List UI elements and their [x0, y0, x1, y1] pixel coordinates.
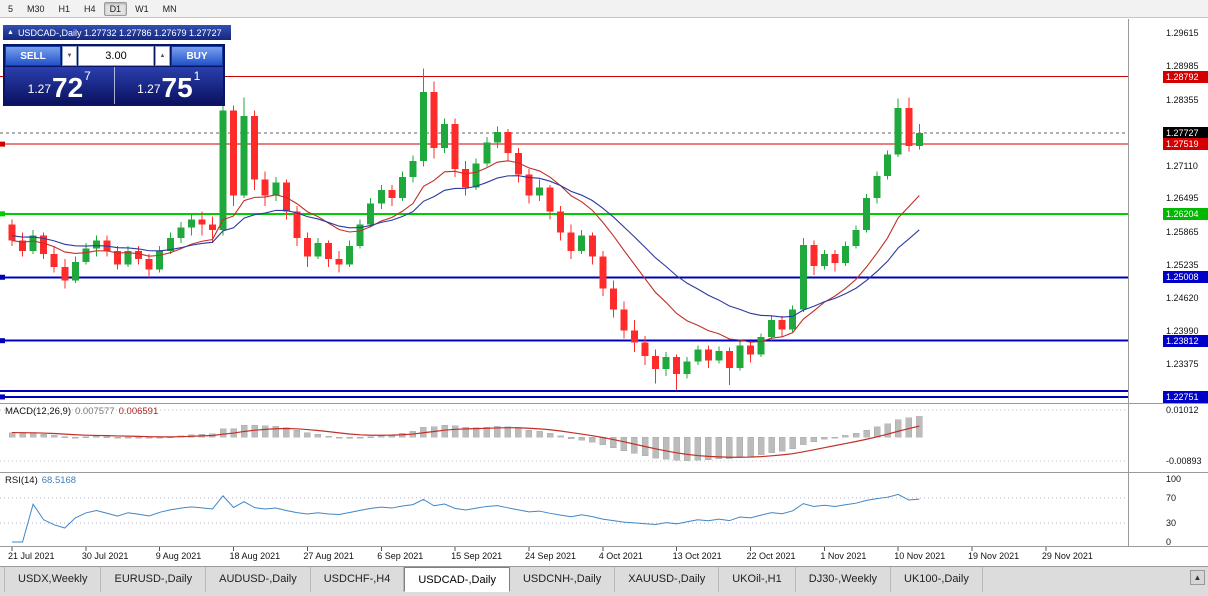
volume-increase-button[interactable]: ▲	[155, 46, 170, 66]
tab-ukoil-h1[interactable]: UKOil-,H1	[719, 567, 796, 592]
timeframe-button-h1[interactable]: H1	[58, 3, 71, 14]
timeframe-button-d1[interactable]: D1	[103, 1, 128, 16]
tab-xauusd-daily[interactable]: XAUUSD-,Daily	[615, 567, 720, 592]
scroll-up-icon: ▲	[1193, 573, 1202, 582]
tab-usdchf-h4[interactable]: USDCHF-,H4	[311, 567, 405, 592]
trade-buttons-row: SELL ▼ ▲ BUY	[5, 46, 223, 66]
buy-price-sup: 1	[193, 69, 201, 83]
corner-arrow-button[interactable]: ▲	[1190, 570, 1205, 585]
buy-button[interactable]: BUY	[171, 46, 223, 66]
sell-price-big: 72	[52, 72, 84, 103]
tab-uk100-daily[interactable]: UK100-,Daily	[891, 567, 983, 592]
tab-usdcad-daily[interactable]: USDCAD-,Daily	[404, 567, 510, 592]
sell-price-sup: 7	[84, 69, 91, 83]
timeframe-button-mn[interactable]: MN	[162, 3, 177, 14]
spin-up-icon: ▲	[159, 53, 166, 59]
buy-price-big: 75	[161, 72, 193, 103]
sell-price-prefix: 1.27	[27, 82, 51, 96]
sell-button[interactable]: SELL	[5, 46, 61, 66]
trade-prices-row: 1.27 72 7 1.27 75 1	[5, 67, 223, 104]
tab-audusd-daily[interactable]: AUDUSD-,Daily	[206, 567, 311, 592]
volume-input[interactable]	[78, 46, 154, 66]
tab-usdcnh-daily[interactable]: USDCNH-,Daily	[510, 567, 616, 592]
tab-dj30-weekly[interactable]: DJ30-,Weekly	[796, 567, 892, 592]
volume-decrease-button[interactable]: ▼	[62, 46, 77, 66]
buy-price-prefix: 1.27	[137, 82, 161, 96]
tab-usdx-weekly[interactable]: USDX,Weekly	[4, 567, 102, 592]
buy-price-display: 1.27 75 1	[113, 67, 224, 104]
timeframe-toolbar: 5 M30 H1 H4 D1 W1 MN	[0, 0, 1208, 18]
timeframe-button-m30[interactable]: M30	[27, 3, 45, 14]
one-click-trading-panel: SELL ▼ ▲ BUY 1.27 72 7 1.27 75	[3, 44, 225, 106]
spin-down-icon: ▼	[66, 53, 73, 59]
chart-tab-bar: USDX,Weekly EURUSD-,Daily AUDUSD-,Daily USD…	[0, 566, 1208, 596]
timeframe-button-h4[interactable]: H4	[84, 3, 96, 14]
timeframe-button-w1[interactable]: W1	[135, 3, 149, 14]
sell-price-display: 1.27 72 7	[5, 67, 114, 104]
tab-eurusd-daily[interactable]: EURUSD-,Daily	[101, 567, 207, 592]
timeframe-button-5[interactable]: 5	[8, 3, 14, 14]
